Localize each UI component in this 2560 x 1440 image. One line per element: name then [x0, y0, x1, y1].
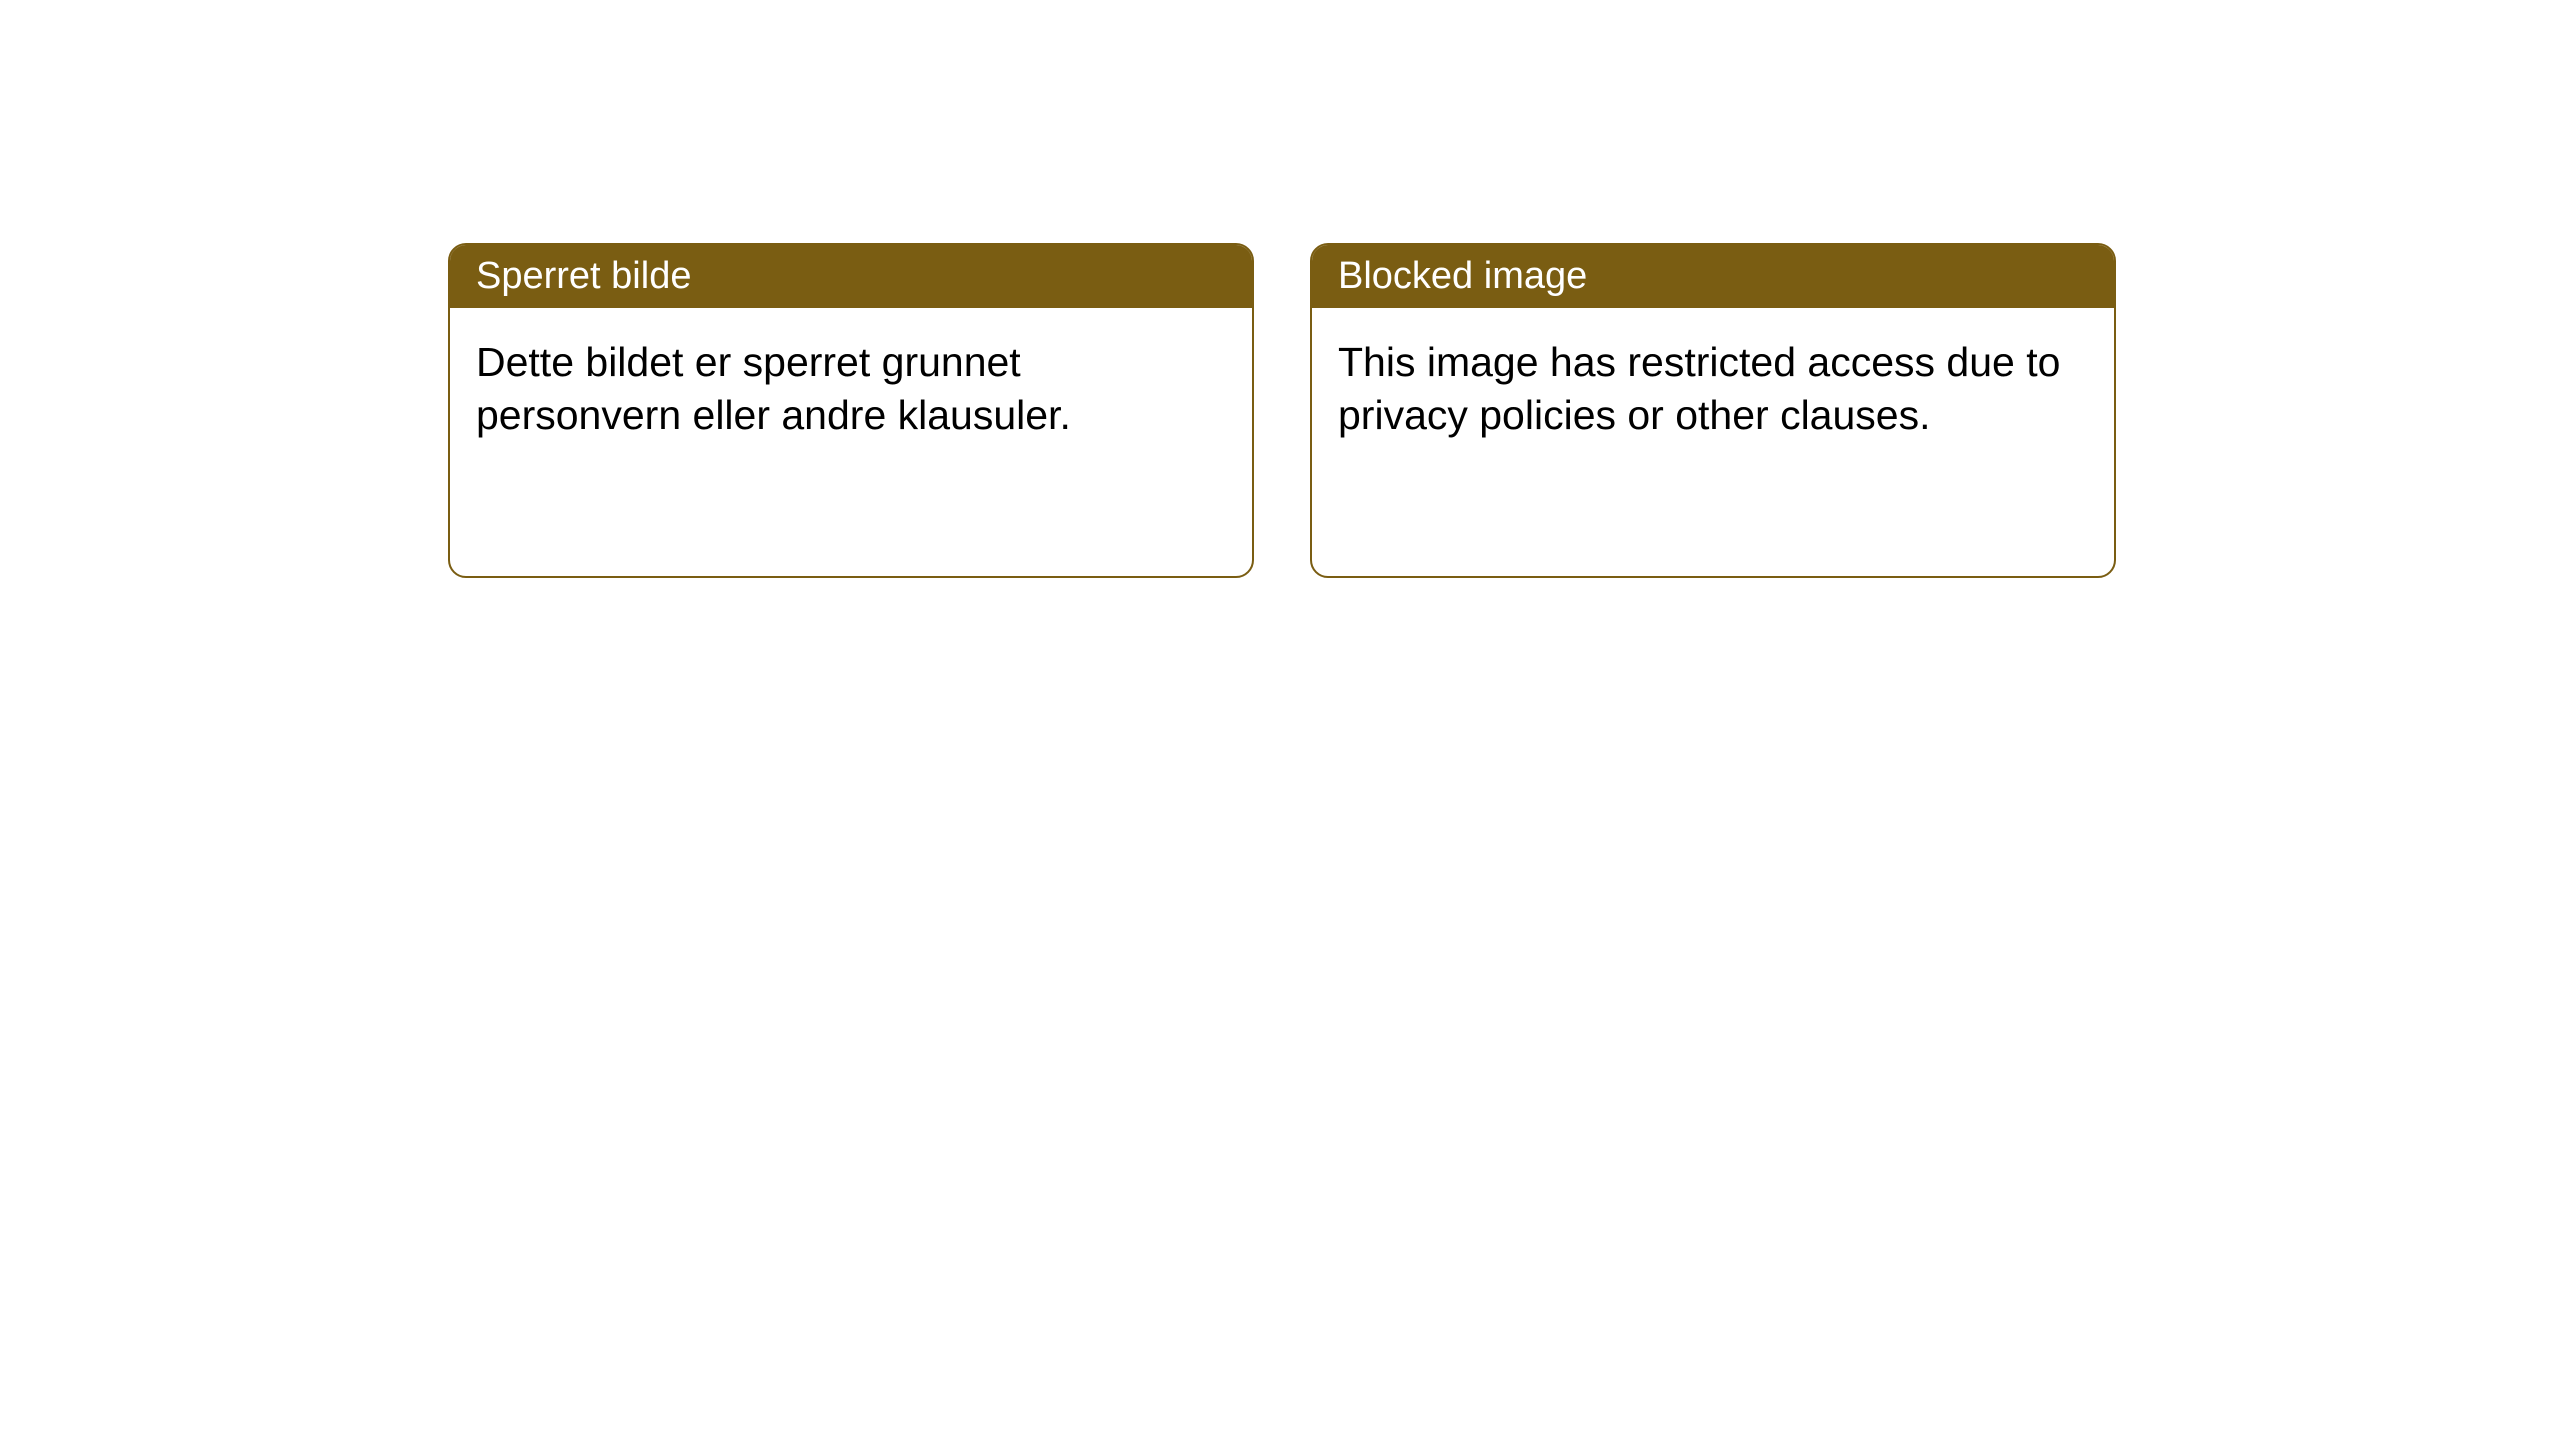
notice-title: Sperret bilde [450, 245, 1252, 308]
notice-box-english: Blocked image This image has restricted … [1310, 243, 2116, 578]
notice-title: Blocked image [1312, 245, 2114, 308]
notice-box-norwegian: Sperret bilde Dette bildet er sperret gr… [448, 243, 1254, 578]
notice-body: Dette bildet er sperret grunnet personve… [450, 308, 1252, 471]
notice-container: Sperret bilde Dette bildet er sperret gr… [0, 0, 2560, 578]
notice-body: This image has restricted access due to … [1312, 308, 2114, 471]
